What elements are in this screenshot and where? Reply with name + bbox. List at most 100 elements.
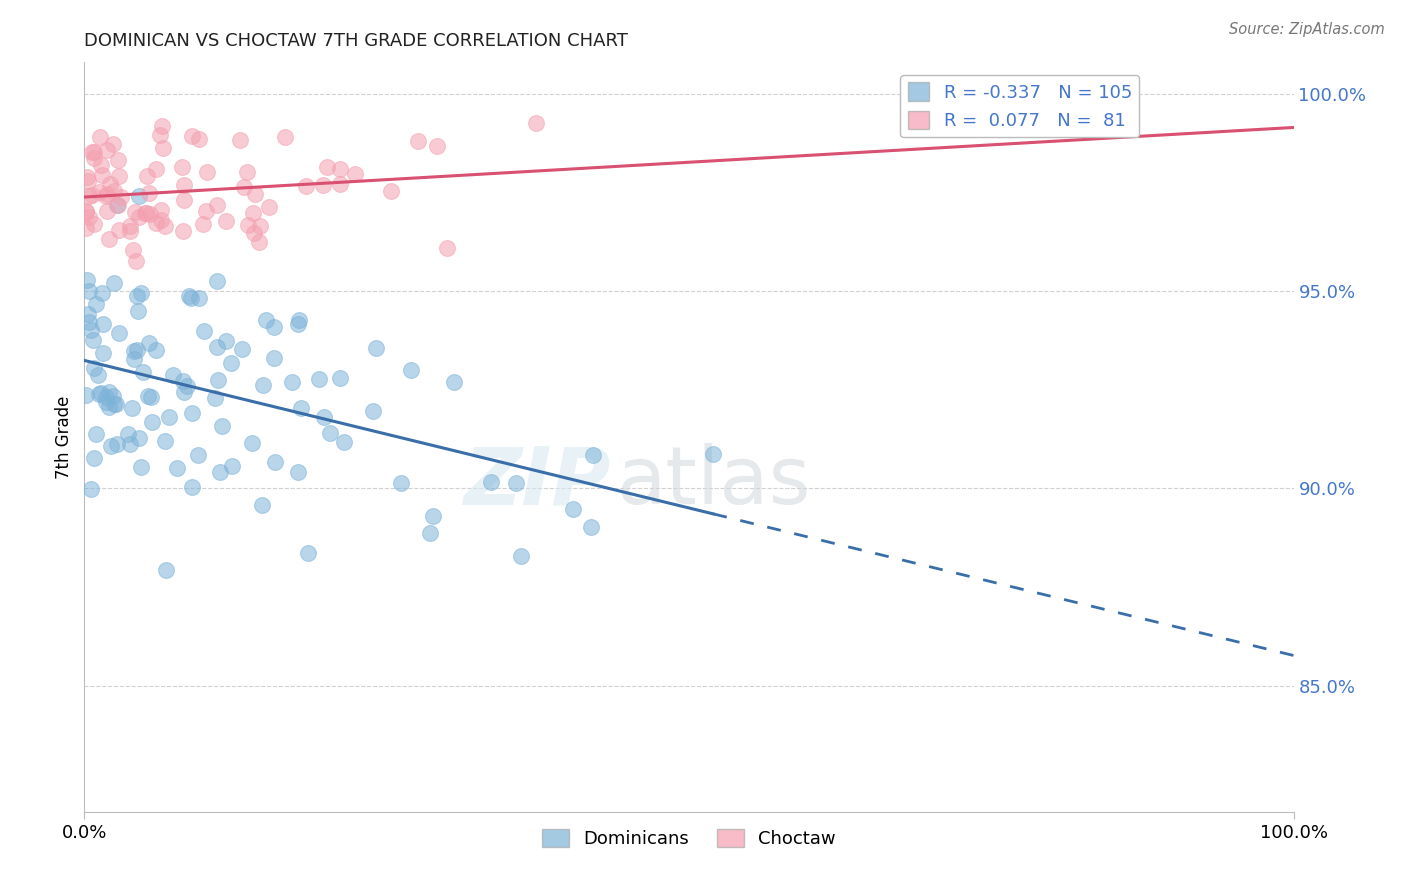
Point [96,189,118,203]
Point [107,198,129,212]
Point [329,371,352,385]
Point [188,291,211,305]
Point [83,360,105,375]
Point [121,401,143,416]
Point [120,219,142,234]
Point [128,189,150,203]
Point [83,145,105,160]
Point [89,386,111,401]
Point [131,285,153,300]
Point [252,498,274,512]
Point [128,210,150,224]
Point [314,410,336,425]
Point [141,415,163,429]
Point [436,241,458,255]
Point [287,317,309,331]
Y-axis label: 7th Grade: 7th Grade [55,395,73,479]
Point [205,340,228,354]
Point [77,189,100,203]
Point [288,312,311,326]
Point [510,549,533,564]
Point [389,476,412,491]
Point [181,406,204,420]
Point [98,400,121,414]
Point [124,205,146,219]
Point [505,475,527,490]
Point [318,425,340,440]
Point [191,217,214,231]
Point [120,437,142,451]
Point [180,480,202,494]
Point [166,460,188,475]
Point [75,388,97,402]
Point [103,397,125,411]
Point [107,169,129,183]
Point [219,356,242,370]
Point [91,286,114,301]
Point [75,203,97,218]
Point [127,304,149,318]
Point [105,397,128,411]
Point [155,434,177,448]
Point [135,206,157,220]
Point [150,119,173,133]
Point [84,427,107,442]
Point [89,130,111,145]
Point [294,179,316,194]
Point [579,520,602,534]
Point [122,243,145,257]
Point [181,128,204,143]
Point [254,313,277,327]
Point [107,153,129,167]
Point [84,297,107,311]
Point [195,164,218,178]
Point [366,341,388,355]
Point [131,460,153,475]
Point [149,128,172,142]
Point [187,132,209,146]
Point [243,226,266,240]
Point [134,206,156,220]
Point [221,458,243,473]
Point [83,451,105,466]
Point [240,436,263,450]
Point [90,158,112,172]
Point [82,334,104,348]
Point [426,139,449,153]
Point [125,288,148,302]
Point [207,373,229,387]
Point [582,448,605,462]
Point [75,205,97,219]
Point [157,410,180,425]
Point [361,404,384,418]
Point [263,319,285,334]
Point [205,274,228,288]
Point [204,392,226,406]
Point [211,418,233,433]
Point [82,145,104,159]
Point [145,162,167,177]
Point [108,223,131,237]
Point [233,179,256,194]
Point [131,365,153,379]
Point [209,465,232,479]
Point [138,335,160,350]
Point [215,334,238,349]
Point [238,219,260,233]
Point [524,116,547,130]
Point [344,167,367,181]
Point [91,317,114,331]
Point [139,207,162,221]
Point [195,203,218,218]
Text: atlas: atlas [616,443,811,521]
Point [138,389,160,403]
Point [145,343,167,357]
Point [124,351,146,366]
Point [274,129,297,144]
Point [180,291,202,305]
Point [90,385,112,400]
Point [308,371,330,385]
Point [150,213,173,227]
Point [138,186,160,200]
Point [247,235,270,249]
